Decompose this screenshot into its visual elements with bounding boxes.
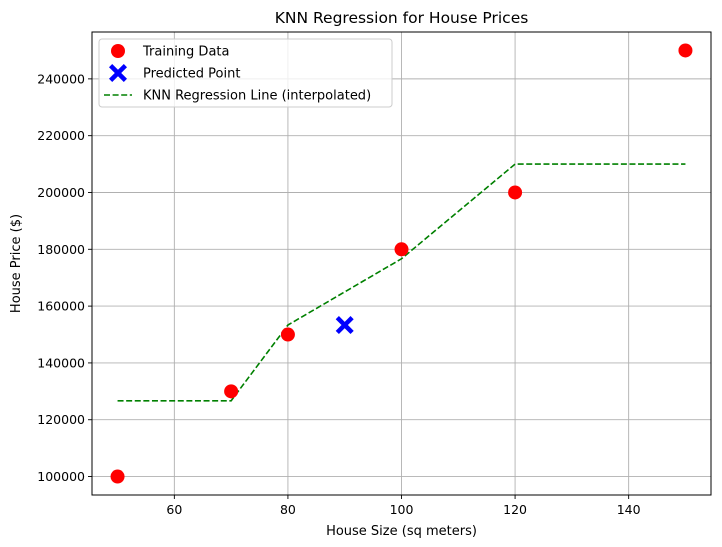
x-axis-title: House Size (sq meters) [326, 524, 477, 539]
y-tick-label: 140000 [37, 355, 85, 370]
legend-label: Training Data [142, 45, 229, 60]
knn-regression-line [117, 163, 686, 402]
training-data-point [110, 469, 125, 484]
training-data-point [508, 185, 523, 200]
legend: Training Data Predicted Point KNN Regressi… [98, 38, 393, 108]
y-axis-title: House Price ($) [9, 214, 24, 313]
legend-label: KNN Regression Line (interpolated) [143, 89, 371, 104]
legend-x-swatch [109, 64, 127, 82]
y-tick-label: 180000 [37, 242, 85, 257]
y-tick-label: 120000 [37, 412, 85, 427]
training-data-point [394, 242, 409, 257]
chart-title: KNN Regression for House Prices [275, 9, 529, 27]
training-data-point [280, 327, 295, 342]
training-data-point [678, 43, 693, 58]
y-tick-label: 100000 [37, 469, 85, 484]
y-tick-label: 160000 [37, 299, 85, 314]
axis-ticks: 60 80 100 120 140 100000 120000 140000 160000 180… [37, 71, 640, 517]
x-tick-label: 60 [166, 502, 182, 517]
grid [92, 32, 711, 495]
predicted-point [335, 316, 354, 335]
y-tick-label: 200000 [37, 185, 85, 200]
y-tick-label: 220000 [37, 128, 85, 143]
x-tick-label: 120 [503, 502, 527, 517]
training-data-point [224, 384, 239, 399]
legend-circle-swatch [111, 44, 125, 58]
legend-box [98, 38, 393, 108]
plot-series [110, 43, 693, 484]
x-tick-label: 100 [390, 502, 414, 517]
x-tick-label: 140 [617, 502, 641, 517]
y-tick-label: 240000 [37, 71, 85, 86]
x-tick-label: 80 [280, 502, 296, 517]
legend-label: Predicted Point [143, 67, 240, 82]
